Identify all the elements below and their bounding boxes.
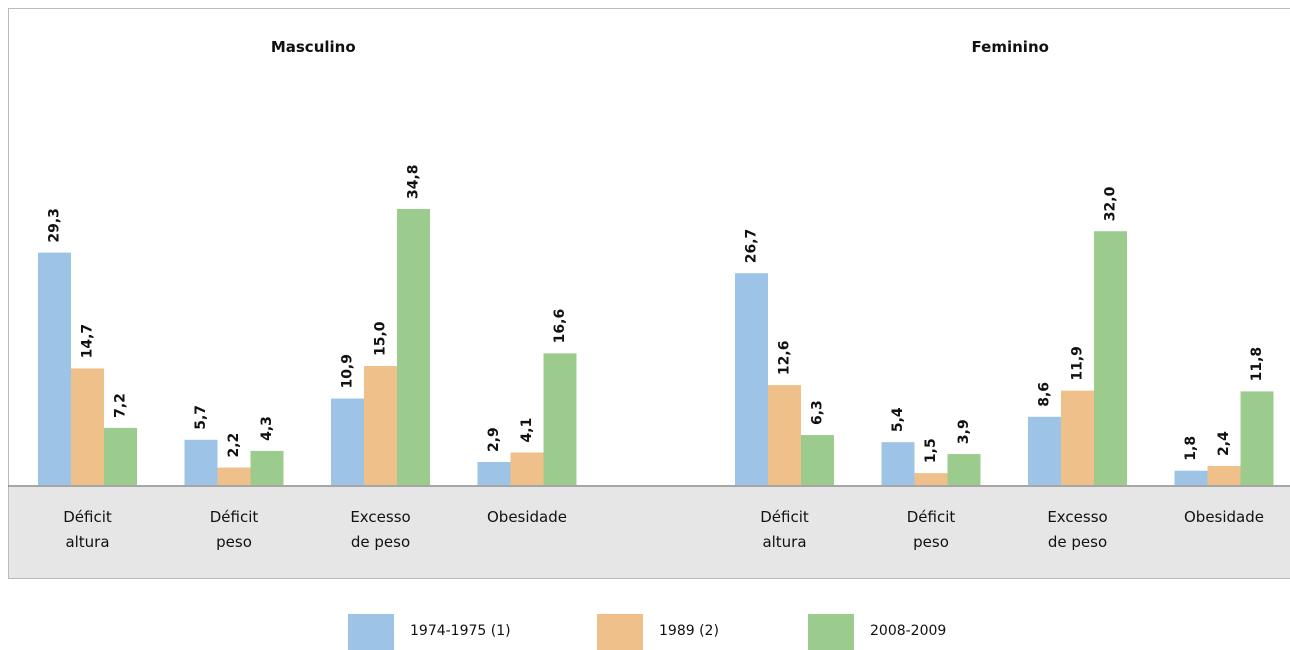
x-tick-label: Déficit altura bbox=[760, 508, 809, 551]
bar bbox=[543, 353, 577, 485]
value-label: 2,9 bbox=[486, 427, 502, 452]
bar bbox=[735, 273, 768, 485]
bar bbox=[1028, 416, 1061, 485]
value-label: 2,2 bbox=[226, 433, 242, 458]
bar bbox=[510, 452, 544, 485]
bar bbox=[104, 427, 137, 485]
bar bbox=[801, 435, 834, 485]
value-label: 11,9 bbox=[1070, 346, 1086, 381]
value-label: 10,9 bbox=[340, 354, 356, 389]
value-label: 7,2 bbox=[113, 393, 129, 418]
x-tick-label: Déficit peso bbox=[906, 508, 956, 551]
value-label: 16,6 bbox=[552, 309, 568, 344]
bar bbox=[1094, 231, 1127, 485]
panel-title: Masculino bbox=[270, 38, 356, 56]
panel-title: Feminino bbox=[971, 38, 1049, 56]
value-label: 2,4 bbox=[1216, 431, 1232, 456]
bar bbox=[217, 467, 251, 485]
legend-label: 1989 (2) bbox=[659, 623, 719, 639]
frame bbox=[8, 8, 1290, 579]
value-label: 11,8 bbox=[1249, 347, 1265, 382]
value-label: 14,7 bbox=[80, 324, 96, 359]
bar bbox=[1174, 470, 1208, 485]
bar bbox=[1240, 391, 1274, 485]
legend-swatch bbox=[808, 614, 854, 650]
bar bbox=[1207, 465, 1241, 485]
value-label: 5,4 bbox=[890, 407, 906, 432]
bar bbox=[71, 368, 104, 485]
value-label: 34,8 bbox=[406, 164, 422, 199]
bar bbox=[768, 385, 801, 485]
value-label: 4,1 bbox=[519, 418, 535, 443]
x-tick-label: Obesidade bbox=[486, 508, 567, 526]
value-label: 6,3 bbox=[810, 400, 826, 425]
x-tick-label: Excesso de peso bbox=[350, 508, 411, 551]
bar bbox=[947, 454, 981, 485]
bar bbox=[881, 442, 915, 485]
bar bbox=[250, 450, 284, 485]
category-band bbox=[8, 487, 1290, 578]
value-label: 26,7 bbox=[744, 229, 760, 264]
value-label: 8,6 bbox=[1037, 382, 1053, 407]
bar bbox=[364, 366, 397, 485]
legend-swatch bbox=[348, 614, 394, 650]
legend-swatch bbox=[597, 614, 643, 650]
value-label: 32,0 bbox=[1103, 186, 1119, 221]
bar bbox=[38, 252, 71, 485]
value-label: 4,3 bbox=[259, 416, 275, 441]
x-tick-label: Excesso de peso bbox=[1047, 508, 1108, 551]
value-label: 15,0 bbox=[373, 321, 389, 356]
bar bbox=[331, 398, 364, 485]
bar bbox=[184, 439, 218, 485]
legend-label: 2008-2009 bbox=[870, 623, 947, 639]
value-label: 12,6 bbox=[777, 341, 793, 376]
bar bbox=[397, 209, 430, 485]
bar bbox=[1061, 390, 1094, 485]
value-label: 5,7 bbox=[193, 405, 209, 430]
legend-label: 1974-1975 (1) bbox=[410, 623, 511, 639]
value-label: 1,8 bbox=[1183, 436, 1199, 461]
value-label: 29,3 bbox=[47, 208, 63, 243]
x-tick-label: Obesidade bbox=[1183, 508, 1264, 526]
value-label: 3,9 bbox=[956, 419, 972, 444]
value-label: 1,5 bbox=[923, 438, 939, 463]
bar bbox=[477, 462, 511, 485]
x-tick-label: Déficit peso bbox=[209, 508, 259, 551]
bar bbox=[914, 473, 948, 485]
x-tick-label: Déficit altura bbox=[63, 508, 112, 551]
